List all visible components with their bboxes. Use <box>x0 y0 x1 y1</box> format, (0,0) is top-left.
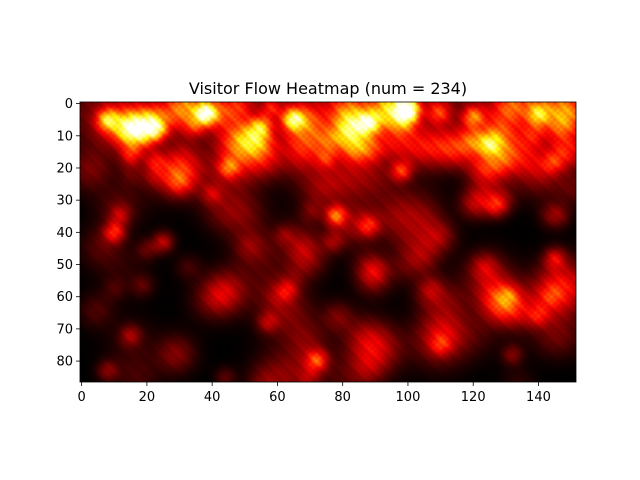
x-tick-label: 40 <box>204 390 221 405</box>
y-tick-label: 80 <box>56 355 73 370</box>
chart-title: Visitor Flow Heatmap (num = 234) <box>189 79 467 98</box>
y-tick-label: 0 <box>65 97 73 112</box>
x-axis: 0 20 40 60 80 100 120 140 <box>77 382 551 405</box>
x-tick-label: 0 <box>77 390 85 405</box>
x-tick-label: 80 <box>334 390 351 405</box>
y-tick-label: 30 <box>56 194 73 209</box>
y-tick-label: 70 <box>56 322 73 337</box>
y-tick-label: 20 <box>56 161 73 176</box>
y-tick-label: 50 <box>56 258 73 273</box>
y-tick-label: 10 <box>56 129 73 144</box>
y-tick-label: 60 <box>56 290 73 305</box>
heatmap-image <box>80 102 576 382</box>
plot-frame <box>79 101 577 383</box>
x-tick-label: 20 <box>139 390 156 405</box>
x-tick-label: 140 <box>526 390 551 405</box>
x-tick-label: 100 <box>396 390 421 405</box>
y-tick-label: 40 <box>56 226 73 241</box>
y-axis: 0 10 20 30 40 50 60 70 80 <box>56 97 80 370</box>
heatmap-image-frame <box>80 102 576 382</box>
x-tick-label: 120 <box>461 390 486 405</box>
x-tick-label: 60 <box>269 390 286 405</box>
